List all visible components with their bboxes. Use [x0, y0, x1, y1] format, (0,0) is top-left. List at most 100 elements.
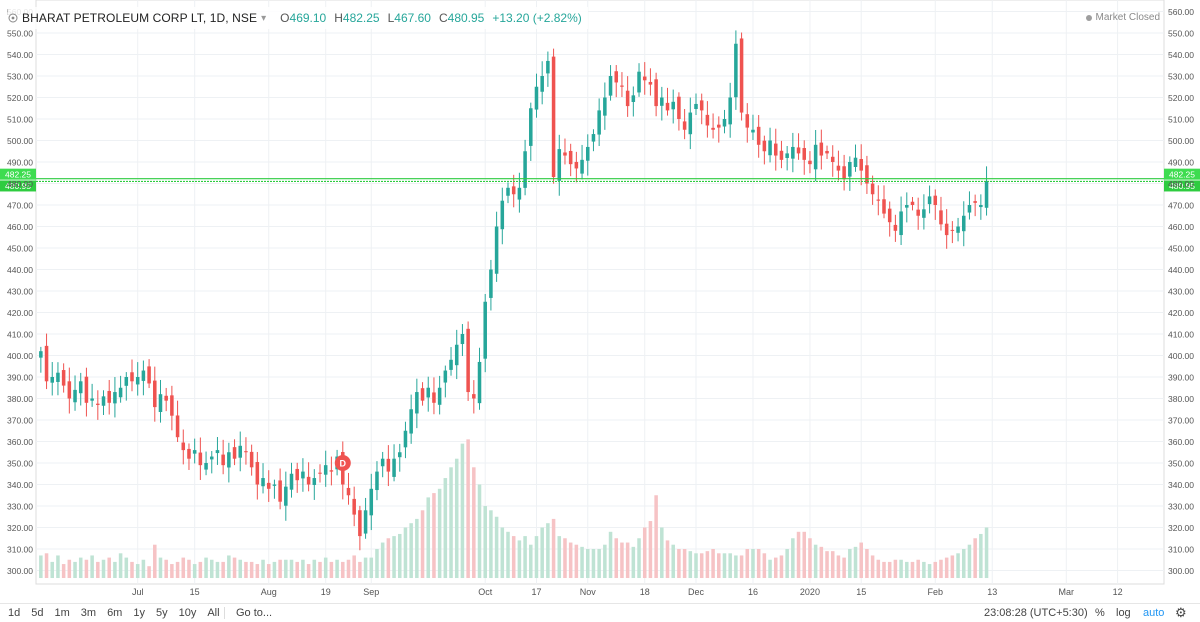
y-tick-label-left: 470.00: [7, 201, 33, 211]
candle-body: [717, 124, 721, 128]
volume-bar: [454, 458, 459, 579]
candle-body: [352, 498, 356, 515]
candle-body: [135, 377, 140, 385]
candle-body: [973, 201, 977, 203]
range-5y[interactable]: 5y: [155, 607, 168, 619]
candle-body: [466, 328, 470, 393]
y-tick-label-left: 510.00: [7, 115, 33, 125]
volume-bar: [437, 488, 442, 579]
clock-timezone[interactable]: 23:08:28 (UTC+5:30): [984, 607, 1088, 619]
volume-bar: [192, 564, 197, 579]
dividend-marker[interactable]: D: [334, 455, 351, 471]
symbol-title[interactable]: BHARAT PETROLEUM CORP LT, 1D, NSE: [22, 11, 258, 25]
candle-body: [147, 366, 151, 384]
right-price-axis[interactable]: 300.00 310.00 320.00 330.00 340.00 350.00 360.…: [1168, 7, 1194, 576]
volume-bar: [380, 542, 385, 579]
candle-body: [472, 394, 476, 399]
range-1d[interactable]: 1d: [8, 607, 21, 619]
volume-bar: [306, 564, 311, 579]
volume-bar: [266, 564, 271, 579]
candle-body: [61, 370, 66, 386]
y-tick-label-right: 560.00: [1168, 7, 1194, 17]
time-axis[interactable]: Jul 15 Aug 19 Sep Oct 17 Nov 18 Dec 16 2020 15 Feb 13 M…: [132, 587, 1123, 597]
volume-bar: [78, 557, 83, 579]
high-value: 482.25: [342, 11, 380, 25]
candle-body: [671, 101, 675, 110]
candle-body: [597, 110, 601, 135]
volume-bar: [893, 559, 898, 579]
percent-scale-toggle[interactable]: %: [1095, 607, 1105, 619]
volume-bar: [717, 553, 721, 579]
volume-bar: [449, 467, 453, 579]
chevron-down-icon[interactable]: ▾: [261, 12, 267, 24]
candle-body: [437, 387, 442, 405]
candle-body: [768, 140, 772, 156]
go-to-date-button[interactable]: Go to...: [236, 607, 273, 619]
volume-bar: [665, 540, 670, 579]
candle-body: [642, 76, 647, 81]
market-status-text: Market Closed: [1095, 12, 1160, 23]
candle-body: [426, 387, 431, 398]
volume-bar: [751, 549, 755, 579]
volume-bar: [118, 553, 123, 579]
y-tick-label-right: 360.00: [1168, 437, 1194, 447]
range-6m[interactable]: 6m: [107, 607, 123, 619]
symbol-settings-icon[interactable]: [8, 13, 18, 23]
volume-bar: [882, 561, 886, 579]
volume-bar: [187, 559, 191, 579]
volume-bar: [466, 439, 470, 579]
volume-bar: [272, 561, 277, 579]
candle-body: [323, 465, 328, 475]
candle-body: [266, 482, 271, 489]
dividend-marker-label: D: [340, 459, 347, 469]
price-chart[interactable]: 482.25 482.25 480.95 480.95 300.00 310.00 320…: [0, 0, 1200, 603]
candle-body: [511, 186, 516, 195]
volume-bar: [711, 549, 715, 579]
candle-body: [454, 344, 459, 366]
y-tick-label-right: 480.00: [1168, 179, 1194, 189]
candle-body: [979, 205, 983, 208]
volume-bar: [39, 555, 43, 579]
price-tag-bg: [1164, 180, 1200, 192]
candle-body: [699, 100, 704, 111]
range-all[interactable]: All: [207, 607, 220, 619]
candle-body: [449, 359, 453, 370]
volume-bar: [574, 544, 579, 579]
volume-bar: [791, 538, 795, 579]
volume-bar: [637, 538, 641, 579]
range-1m[interactable]: 1m: [54, 607, 70, 619]
date-range-selector: 1d 5d 1m 3m 6m 1y 5y 10y All: [8, 607, 231, 619]
log-scale-toggle[interactable]: log: [1116, 607, 1131, 619]
candle-body: [848, 162, 852, 177]
y-tick-label-left: 390.00: [7, 373, 33, 383]
candle-body: [819, 142, 824, 156]
candle-body: [346, 487, 351, 496]
volume-bar: [489, 510, 493, 579]
candle-body: [905, 205, 909, 208]
left-price-axis[interactable]: 300.00 310.00 320.00 330.00 340.00 350.00 360.…: [7, 7, 33, 576]
y-tick-label-left: 310.00: [7, 545, 33, 555]
candle-body: [44, 345, 49, 382]
y-tick-label-right: 300.00: [1168, 566, 1194, 576]
y-tick-label-left: 530.00: [7, 72, 33, 82]
volume-bar: [113, 561, 117, 579]
range-5d[interactable]: 5d: [31, 607, 44, 619]
candle-body: [694, 103, 698, 110]
candle-body: [295, 468, 299, 481]
gear-icon[interactable]: ⚙: [1175, 605, 1187, 620]
range-10y[interactable]: 10y: [178, 607, 197, 619]
candle-body: [961, 215, 966, 232]
candle-body: [284, 486, 288, 506]
y-tick-label-left: 360.00: [7, 437, 33, 447]
volume-bar: [175, 561, 180, 579]
candle-body: [813, 144, 818, 170]
chart-grid: [35, 0, 1165, 585]
candle-body: [546, 60, 550, 74]
range-1y[interactable]: 1y: [133, 607, 145, 619]
candle-body: [728, 97, 732, 125]
x-tick-label: 13: [987, 587, 997, 597]
candle-body: [227, 452, 231, 468]
auto-scale-toggle[interactable]: auto: [1143, 607, 1165, 619]
range-3m[interactable]: 3m: [80, 607, 97, 619]
volume-bar: [984, 527, 989, 579]
